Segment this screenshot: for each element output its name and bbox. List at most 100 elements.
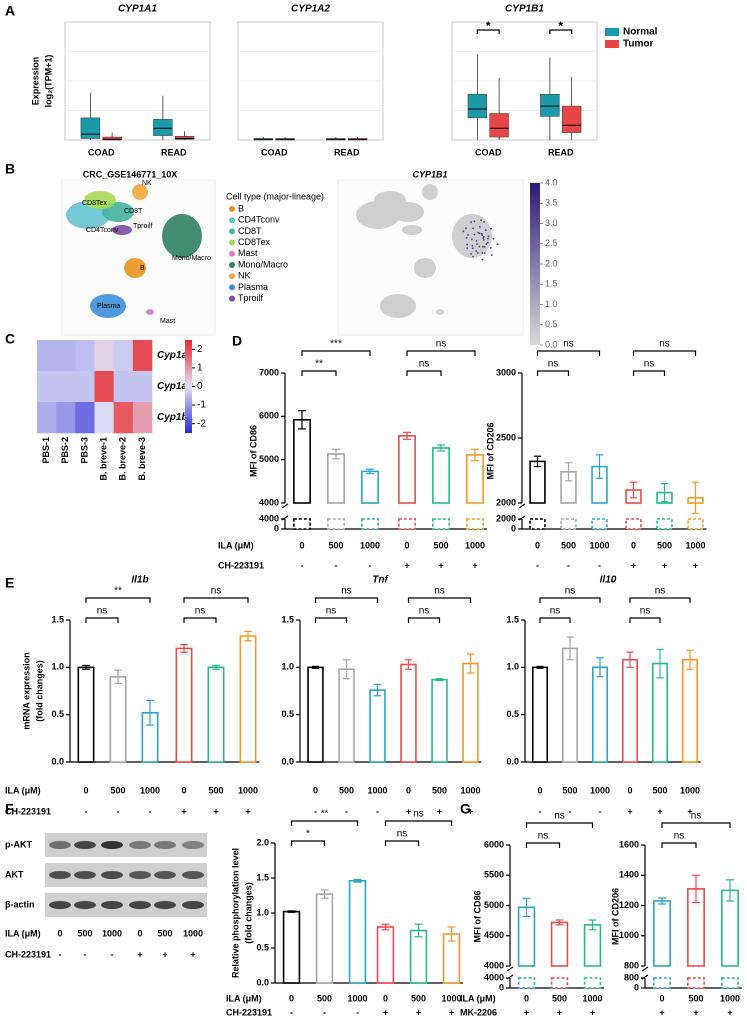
condition-label: -	[536, 560, 539, 570]
expressing-cell	[482, 237, 485, 240]
cluster-label: Tproilf	[133, 223, 153, 230]
umap-frame	[337, 179, 524, 336]
x-tick-label: 1000	[347, 993, 367, 1003]
condition-label: +	[213, 806, 218, 816]
bar-base	[550, 977, 569, 989]
x-tick-label: COAD	[88, 147, 115, 157]
expressing-cell	[470, 221, 472, 224]
bar	[338, 668, 355, 763]
x-tick-label: 500	[562, 785, 577, 795]
row-title: ILA (μM)	[218, 540, 254, 550]
bar	[462, 662, 479, 763]
cluster	[162, 214, 202, 258]
x-tick-label: 500	[552, 993, 567, 1003]
x-tick-label: 500	[208, 785, 223, 795]
chart-title: CYP1B1	[505, 4, 544, 15]
expressing-cell	[484, 229, 487, 231]
colorbar-label: 1.0	[545, 299, 558, 309]
y-tick-label: 800	[624, 972, 639, 982]
legend-dot	[229, 217, 235, 224]
bar	[239, 635, 257, 763]
legend-dot	[229, 250, 235, 257]
bar-base	[517, 977, 536, 989]
bar	[550, 921, 569, 967]
column-label: B. breve-3	[137, 437, 147, 481]
bar-base	[560, 518, 577, 530]
bar-base	[687, 518, 704, 530]
x-tick-label: 500	[328, 540, 343, 550]
bar-base	[361, 518, 379, 530]
condition-label: +	[245, 806, 250, 816]
expressing-cell	[485, 243, 488, 245]
y-axis-label: mRNA expression	[21, 652, 31, 729]
y-axis-label: log₂(TPM+1)	[43, 55, 53, 108]
expressing-cell	[470, 252, 472, 255]
axis-break	[518, 503, 526, 509]
significance-label: ns	[97, 606, 108, 617]
blot-band	[182, 901, 204, 909]
box	[467, 94, 488, 119]
box	[540, 94, 560, 117]
expressing-cell	[464, 227, 467, 230]
bar	[376, 926, 395, 984]
x-tick-label: 0	[406, 785, 411, 795]
cluster-label: B	[140, 265, 145, 272]
y-axis-label: Expression	[30, 57, 40, 106]
y-tick-label: 0.0	[256, 977, 269, 987]
significance-label: ns	[413, 809, 424, 820]
bar-base	[529, 518, 546, 530]
expressing-cell	[487, 235, 490, 238]
significance-label: ns	[655, 586, 666, 597]
colorbar-label: 3.0	[545, 218, 558, 228]
significance-bracket	[290, 820, 359, 826]
blot-strip	[45, 863, 207, 887]
row-title: CH-223191	[218, 560, 264, 570]
bar	[315, 893, 334, 984]
x-tick-label: 0	[631, 540, 636, 550]
significance-bracket	[476, 29, 500, 34]
blot-band	[129, 901, 151, 909]
significance-bracket	[85, 617, 119, 623]
significance-bracket	[290, 840, 326, 846]
bar-base	[687, 977, 705, 989]
legend-dot	[229, 262, 235, 268]
cluster-label: Mono/Macro	[172, 255, 211, 262]
expressing-cell	[496, 243, 499, 246]
significance-label: ns	[640, 606, 651, 617]
row-title: ILA (μM)	[5, 928, 41, 938]
bar	[361, 470, 379, 504]
y-tick-label: 1600	[619, 839, 639, 849]
y-axis-label: (fold changes)	[34, 660, 44, 722]
expressing-cell	[466, 247, 469, 250]
expressing-cell	[477, 231, 480, 234]
condition-label: +	[557, 1007, 562, 1017]
significance-label: ns	[554, 811, 565, 822]
y-axis-label: Relative phosphorylation level	[230, 848, 240, 978]
bar	[369, 689, 386, 763]
y-tick-label: 800	[624, 960, 639, 970]
colorbar-label: 1	[197, 363, 203, 374]
x-tick-label: 0	[524, 993, 529, 1003]
significance-bracket	[536, 350, 601, 356]
cell-cloud	[414, 258, 436, 278]
heatmap-cell	[113, 402, 134, 434]
x-tick-label: 1000	[685, 540, 705, 550]
y-tick-label: 0	[634, 982, 639, 992]
cluster	[112, 225, 132, 235]
expressing-cell	[489, 247, 492, 249]
condition-label: +	[406, 806, 411, 816]
x-tick-label: 500	[77, 928, 92, 938]
expressing-cell	[476, 243, 478, 245]
x-tick-label: 0	[289, 993, 294, 1003]
y-axis-label: MFI of CD206	[610, 888, 620, 945]
legend-label: B	[238, 203, 244, 213]
x-tick-label: 1000	[582, 993, 602, 1003]
box	[561, 105, 582, 133]
x-tick-label: 0	[627, 785, 632, 795]
cluster-label: CD4Tconv	[86, 227, 119, 234]
condition-label: +	[693, 1007, 698, 1017]
bar	[621, 658, 638, 763]
column-label: PBS-2	[60, 437, 70, 464]
heatmap-cell	[56, 402, 76, 434]
bar	[583, 924, 602, 967]
